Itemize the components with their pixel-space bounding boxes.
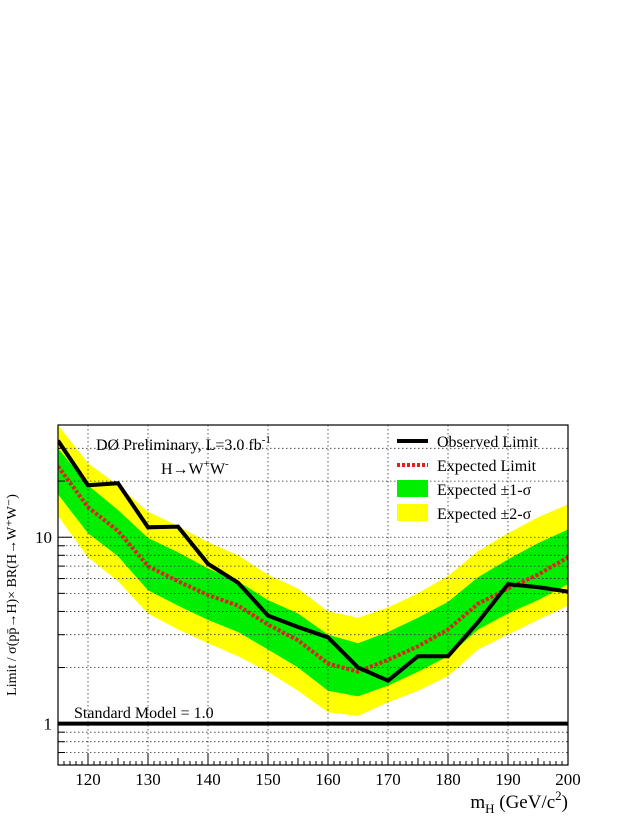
x-tick-label: 170: [375, 770, 401, 789]
x-tick-label: 180: [435, 770, 461, 789]
channel-annotation: H→W+W-: [161, 458, 229, 478]
x-tick-label: 200: [555, 770, 581, 789]
plot-frame: [57, 424, 569, 766]
legend-label: Expected ±2-σ: [437, 506, 532, 523]
legend: Observed Limit Expected Limit Expected ±1-…: [397, 434, 538, 523]
experiment-annotation: DØ Preliminary, L=3.0 fb-1: [96, 434, 271, 454]
x-tick-label: 150: [255, 770, 281, 789]
limit-lines: [58, 439, 568, 726]
x-tick-label: 190: [495, 770, 521, 789]
x-axis-label: mH (GeV/c2): [470, 788, 568, 816]
legend-swatch: [397, 504, 428, 521]
x-tick-label: 120: [75, 770, 101, 789]
expected-limit-line: [58, 465, 568, 674]
y-axis-label: Limit / σ(pp̄→H)× BR(H→W⁺W⁻): [5, 494, 20, 696]
axes: 120 130 140 150 160 170 180 190 200 1 10: [35, 424, 581, 789]
y-tick-label: 1: [44, 715, 53, 734]
legend-label: Expected ±1-σ: [437, 482, 532, 499]
grid-lines: [58, 425, 568, 765]
x-tick-label: 130: [135, 770, 161, 789]
y-tick-label: 10: [35, 528, 52, 547]
x-tick-label: 160: [315, 770, 341, 789]
sm-reference-label: Standard Model = 1.0: [74, 705, 214, 722]
legend-label: Expected Limit: [437, 458, 537, 475]
legend-swatch: [397, 480, 428, 497]
legend-label: Observed Limit: [437, 434, 538, 451]
x-tick-label: 140: [195, 770, 221, 789]
observed-limit-line: [58, 439, 568, 684]
